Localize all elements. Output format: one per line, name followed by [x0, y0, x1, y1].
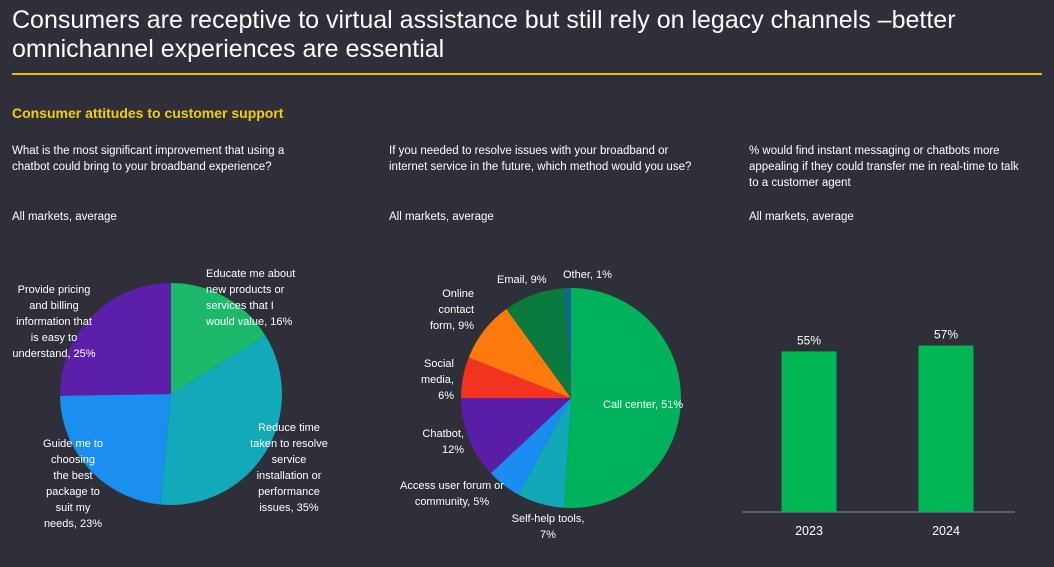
pie2-label-forum: Access user forum or community, 5% — [400, 480, 504, 508]
pie2-label-chatbot: Chatbot, 12% — [422, 428, 464, 456]
pie2-label-email: Email, 9% — [497, 274, 547, 286]
pie1-label-reduce-time: Reduce time taken to resolve service ins… — [250, 422, 328, 514]
bar-category-label-2023: 2023 — [795, 524, 823, 538]
pie1-label-guide: Guide me to choosing the best package to… — [43, 438, 103, 530]
bar-category-label-2024: 2024 — [932, 524, 960, 538]
pie2-label-online-form: Online contact form, 9% — [429, 288, 474, 332]
subtitle-panel-2: All markets, average — [389, 211, 494, 223]
pie2-slice-5 — [468, 309, 571, 398]
pie2-slice-1 — [518, 398, 571, 508]
subtitle-panel-3: All markets, average — [749, 211, 854, 223]
pie1-slice-0 — [171, 283, 266, 394]
bar-2023 — [781, 351, 837, 512]
pie2-slice-2 — [490, 398, 571, 495]
pie2-slice-6 — [506, 288, 571, 398]
section-title: Consumer attitudes to customer support — [12, 105, 284, 121]
pie1-slice-2 — [60, 394, 171, 505]
bar-2024 — [918, 345, 974, 512]
pie2-slice-7 — [564, 288, 571, 398]
pie2-slice-0 — [564, 288, 682, 509]
pie2-label-call-center: Call center, 51% — [603, 399, 684, 411]
bar-value-label-2023: 55% — [797, 333, 821, 347]
title-underline — [12, 73, 1042, 75]
question-chatbot-improvement: What is the most significant improvement… — [12, 145, 285, 173]
pie1-label-pricing: Provide pricing and billing information … — [12, 284, 96, 360]
pie2-label-self-help: Self-help tools, 7% — [511, 513, 585, 541]
pie2-slice-3 — [461, 398, 571, 474]
question-transfer-agent: % would find instant messaging or chatbo… — [749, 145, 1019, 189]
pie1-slice-1 — [160, 335, 283, 505]
page-title: Consumers are receptive to virtual assis… — [12, 6, 956, 63]
pie2-label-social: Social media, 6% — [420, 358, 454, 402]
question-resolve-method: If you needed to resolve issues with you… — [389, 145, 692, 173]
pie1-slice-3 — [60, 283, 171, 396]
pie2-slice-4 — [461, 357, 571, 398]
subtitle-panel-1: All markets, average — [12, 211, 117, 223]
bar-value-label-2024: 57% — [934, 328, 958, 342]
pie1-label-educate: Educate me about new products or service… — [206, 268, 296, 328]
pie2-label-other: Other, 1% — [563, 269, 612, 281]
